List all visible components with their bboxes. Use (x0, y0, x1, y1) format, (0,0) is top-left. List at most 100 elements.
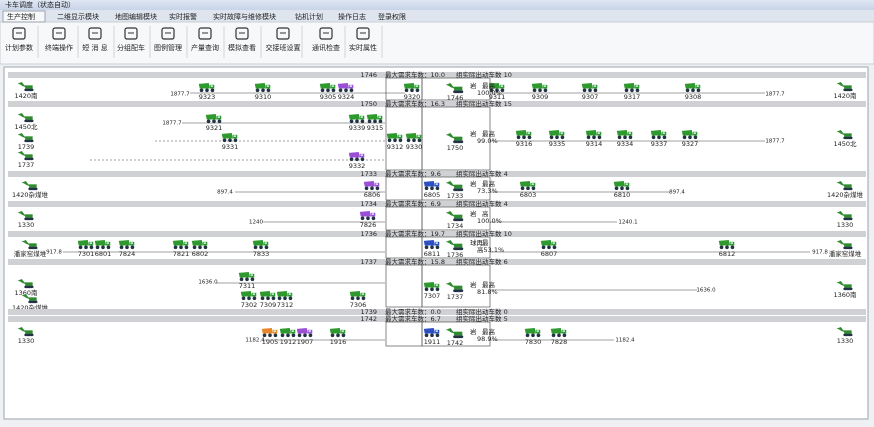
truck-id[interactable]: 1905 (262, 338, 279, 346)
truck-id[interactable]: 9310 (255, 93, 272, 101)
dump-site-label[interactable]: 1450北 (833, 140, 857, 148)
truck-id[interactable]: 9308 (685, 93, 702, 101)
tab[interactable]: 生产控制 (7, 12, 35, 21)
dump-site-label[interactable]: 1420杂煤堆 (12, 190, 49, 199)
truck-id[interactable]: 9316 (516, 140, 533, 148)
truck-id[interactable]: 9307 (582, 93, 599, 101)
truck-id[interactable]: 9334 (617, 140, 634, 148)
shovel-label[interactable]: 1742 (447, 339, 464, 347)
tab-active[interactable] (2, 10, 46, 23)
truck-id[interactable]: 9321 (206, 124, 223, 132)
tab[interactable]: 地图编辑模块 (115, 12, 157, 21)
tab[interactable]: 操作日志 (338, 12, 366, 21)
shovel-label[interactable]: 1733 (447, 192, 464, 200)
dump-site-label[interactable]: 1420南 (833, 91, 857, 100)
dump-site-label[interactable]: 潘家窑煤堆 (829, 249, 862, 258)
dump-site-label[interactable]: 1330 (18, 221, 35, 229)
shovel-label[interactable]: 1736 (447, 251, 464, 259)
dump-site-label[interactable]: 1450北 (14, 123, 38, 131)
truck-id[interactable]: 9335 (549, 140, 566, 148)
dump-site-label[interactable]: 1360南 (14, 288, 38, 297)
toolbar-button[interactable]: 模拟查看 (228, 43, 256, 52)
toolbar-icon[interactable] (12, 27, 26, 40)
tab[interactable]: 二维显示模块 (57, 12, 99, 21)
toolbar-icon[interactable] (276, 27, 290, 40)
toolbar-button[interactable]: 终端操作 (45, 43, 73, 52)
truck-id[interactable]: 7826 (360, 221, 377, 229)
truck-id[interactable]: 6807 (541, 250, 558, 258)
dump-site-label[interactable]: 1330 (837, 337, 854, 345)
shovel-label[interactable]: 1746 (447, 94, 464, 102)
truck-id[interactable]: 9305 (320, 93, 337, 101)
truck-id[interactable]: 7311 (239, 282, 256, 290)
dump-site-label[interactable]: 1739 (18, 143, 35, 151)
truck-id[interactable]: 6812 (719, 250, 736, 258)
truck-id[interactable]: 7833 (253, 250, 270, 258)
dump-site-label[interactable]: 1360南 (833, 290, 857, 299)
truck-id[interactable]: 1916 (330, 338, 347, 346)
toolbar-icon[interactable] (161, 27, 175, 40)
truck-id[interactable]: 7309 (260, 301, 277, 309)
truck-id[interactable]: 1911 (424, 338, 441, 346)
truck-id[interactable]: 9337 (651, 140, 668, 148)
truck-id[interactable]: 7302 (241, 301, 258, 309)
truck-id[interactable]: 9332 (349, 162, 366, 170)
tab[interactable]: 实时故障与维修模块 (213, 12, 276, 21)
toolbar-button[interactable]: 实时属性 (349, 43, 377, 52)
dump-site-label[interactable]: 1330 (18, 337, 35, 345)
toolbar-icon[interactable] (198, 27, 212, 40)
toolbar-button[interactable]: 通讯检查 (312, 43, 340, 52)
toolbar-button[interactable]: 计划参数 (5, 43, 33, 52)
truck-id[interactable]: 7824 (119, 250, 136, 258)
toolbar-icon[interactable] (88, 27, 102, 40)
truck-id[interactable]: 9323 (199, 93, 216, 101)
truck-id[interactable]: 1912 (280, 338, 297, 346)
toolbar-button[interactable]: 短 消 息 (82, 43, 107, 52)
truck-id[interactable]: 6801 (95, 250, 112, 258)
toolbar-icon[interactable] (319, 27, 333, 40)
truck-id[interactable]: 9309 (532, 93, 549, 101)
truck-id[interactable]: 7307 (424, 292, 441, 300)
dump-site-label[interactable]: 1420杂煤堆 (827, 190, 864, 199)
truck-id[interactable]: 9315 (367, 124, 384, 132)
truck-id[interactable]: 7301 (78, 250, 95, 258)
toolbar-icon[interactable] (52, 27, 66, 40)
truck-id[interactable]: 7828 (551, 338, 568, 346)
truck-id[interactable]: 9324 (338, 93, 355, 101)
toolbar-button[interactable]: 分组配车 (117, 43, 145, 52)
dump-site-label[interactable]: 1737 (18, 161, 35, 169)
shovel-label[interactable]: 1734 (447, 222, 464, 230)
truck-id[interactable]: 7830 (525, 338, 542, 346)
truck-id[interactable]: 6810 (614, 191, 631, 199)
truck-id[interactable]: 9327 (682, 140, 699, 148)
truck-id[interactable]: 9317 (624, 93, 641, 101)
truck-id[interactable]: 9311 (489, 93, 506, 101)
shovel-label[interactable]: 1737 (447, 293, 464, 301)
toolbar-icon[interactable] (235, 27, 249, 40)
truck-id[interactable]: 6805 (424, 191, 441, 199)
dump-site-label[interactable]: 潘家窑煤堆 (14, 249, 47, 258)
toolbar-button[interactable]: 图例管理 (154, 43, 182, 52)
truck-id[interactable]: 9312 (387, 143, 404, 151)
tab[interactable]: 实时报警 (169, 12, 197, 21)
truck-id[interactable]: 7312 (277, 301, 294, 309)
truck-id[interactable]: 9339 (349, 124, 366, 132)
dump-site-label[interactable]: 1420杂煤堆 (12, 303, 49, 312)
truck-id[interactable]: 7306 (350, 301, 367, 309)
tab[interactable]: 钻机计划 (295, 12, 323, 21)
dump-site-label[interactable]: 1420南 (14, 91, 38, 100)
toolbar-icon[interactable] (124, 27, 138, 40)
truck-id[interactable]: 9331 (222, 143, 239, 151)
toolbar-button[interactable]: 产量查询 (191, 43, 219, 52)
dump-site-label[interactable]: 1330 (837, 221, 854, 229)
toolbar-icon[interactable] (356, 27, 370, 40)
truck-id[interactable]: 6811 (424, 250, 441, 258)
truck-id[interactable]: 6802 (192, 250, 209, 258)
tab[interactable]: 登录权限 (378, 12, 406, 21)
toolbar-button[interactable]: 交接班设置 (266, 43, 301, 52)
truck-id[interactable]: 9320 (404, 93, 421, 101)
shovel-label[interactable]: 1750 (447, 144, 464, 152)
truck-id[interactable]: 1907 (297, 338, 314, 346)
truck-id[interactable]: 6806 (364, 191, 381, 199)
truck-id[interactable]: 6803 (520, 191, 537, 199)
